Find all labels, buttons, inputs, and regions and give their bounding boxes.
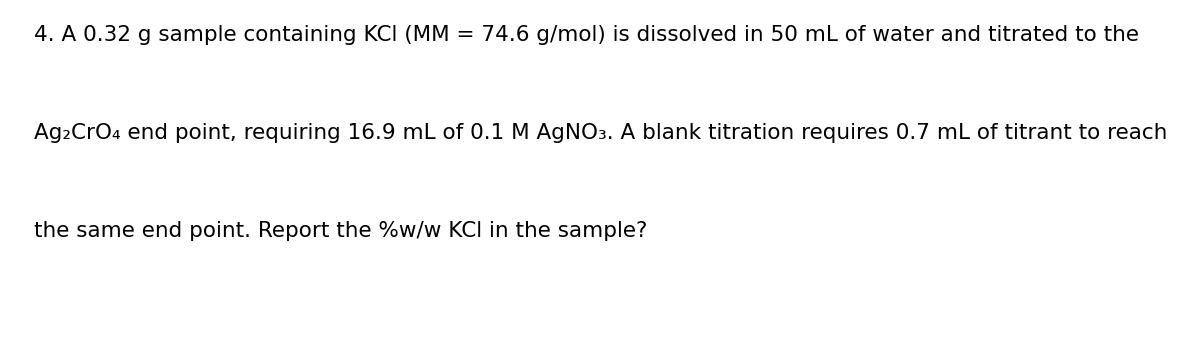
Text: the same end point. Report the %w/w KCl in the sample?: the same end point. Report the %w/w KCl … [34,221,647,241]
Text: Ag₂CrO₄ end point, requiring 16.9 mL of 0.1 M AgNO₃. A blank titration requires : Ag₂CrO₄ end point, requiring 16.9 mL of … [34,123,1166,143]
Text: 4. A 0.32 g sample containing KCl (MM = 74.6 g/mol) is dissolved in 50 mL of wat: 4. A 0.32 g sample containing KCl (MM = … [34,25,1139,45]
